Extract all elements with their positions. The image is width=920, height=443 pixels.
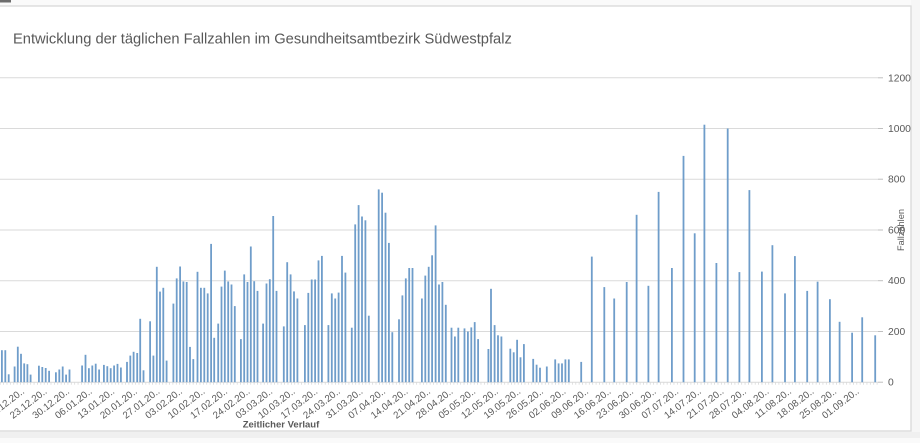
svg-text:0: 0 — [888, 378, 894, 389]
svg-text:1200: 1200 — [888, 73, 911, 84]
svg-text:400: 400 — [888, 276, 905, 287]
svg-text:Fallzahlen: Fallzahlen — [896, 209, 906, 251]
svg-text:Entwicklung der täglichen Fall: Entwicklung der täglichen Fallzahlen im … — [13, 32, 512, 48]
svg-text:1000: 1000 — [888, 124, 911, 135]
svg-text:800: 800 — [888, 175, 905, 186]
svg-text:Zeitlicher Verlauf: Zeitlicher Verlauf — [243, 420, 320, 431]
svg-text:200: 200 — [888, 327, 905, 338]
svg-text:600: 600 — [888, 226, 905, 237]
